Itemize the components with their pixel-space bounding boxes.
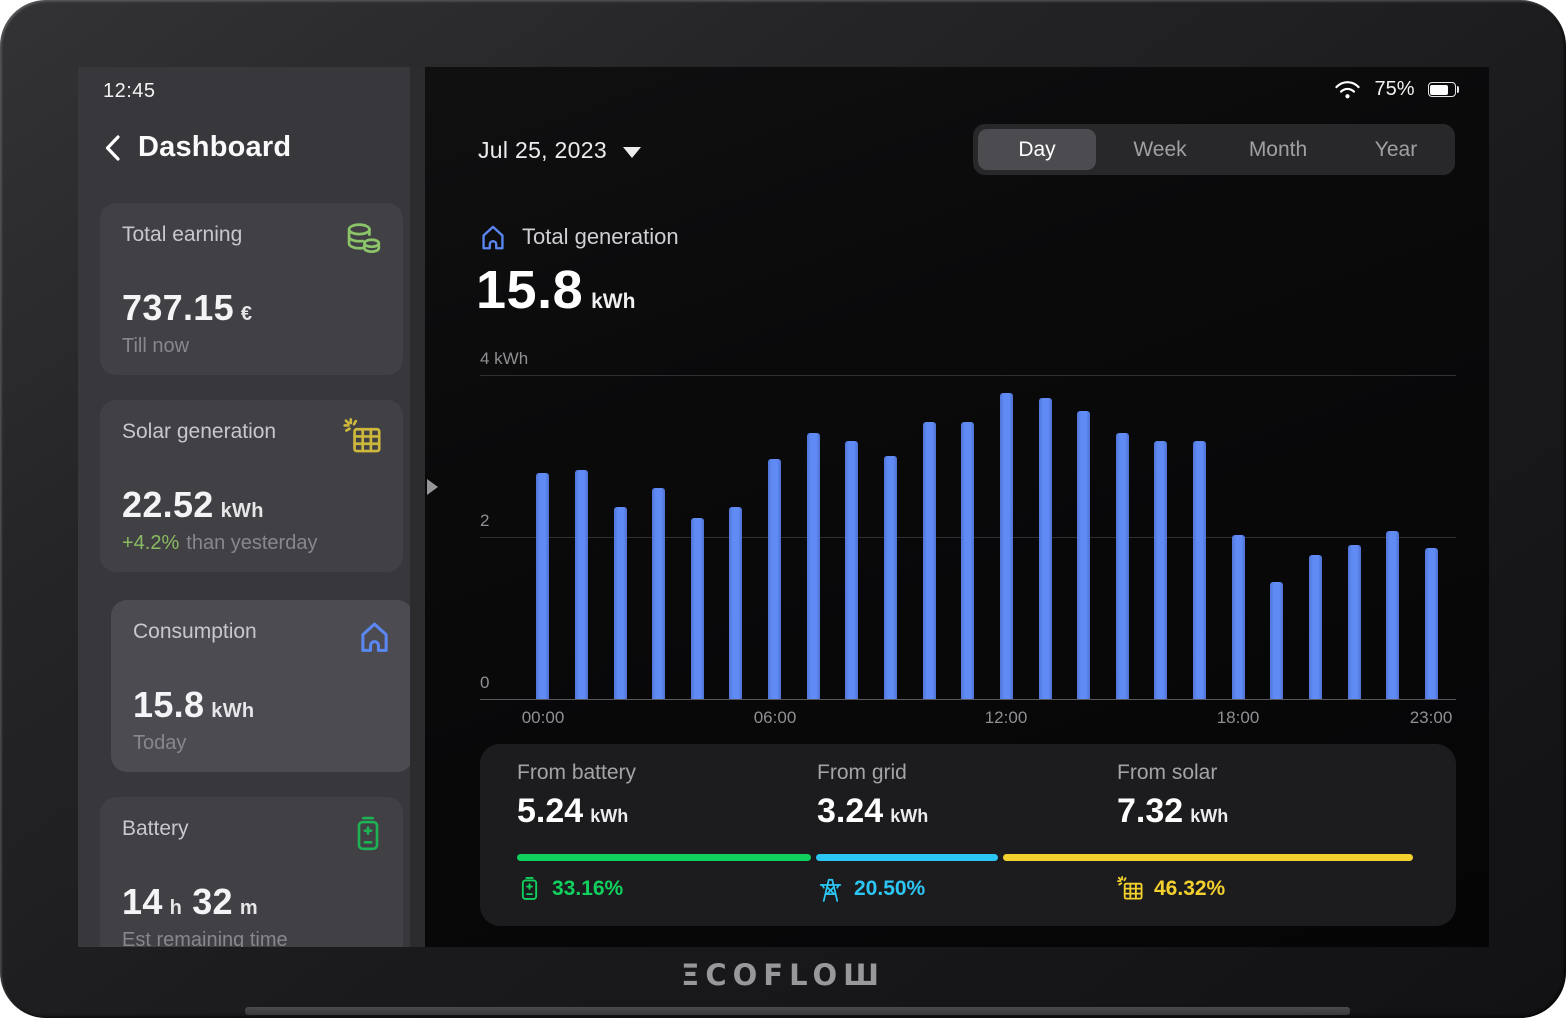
x-tick: 06:00 xyxy=(753,708,797,727)
chart-bar xyxy=(1424,548,1438,699)
sidebar-gutter xyxy=(410,67,425,947)
house-icon xyxy=(356,618,393,655)
chart-bar xyxy=(961,422,975,699)
chart-bar xyxy=(690,518,704,699)
battery-icon xyxy=(353,815,383,853)
chart-bar xyxy=(768,459,781,699)
card-label: Total earning xyxy=(122,223,243,246)
chart-bar xyxy=(613,507,627,699)
card-label: Battery xyxy=(122,817,189,840)
chart-bar xyxy=(536,473,550,699)
delta-badge: +4.2% xyxy=(122,532,180,554)
card-subtext: Today xyxy=(133,732,187,754)
generation-bar-chart: 4 kWh 2 0 00:00 06:00 12:00 18:00 23:00 xyxy=(480,349,1456,727)
generation-label: Total generation xyxy=(522,224,679,249)
tab-week[interactable]: Week xyxy=(1133,137,1187,161)
chart-bar xyxy=(1038,398,1052,699)
tab-month[interactable]: Month xyxy=(1248,137,1308,161)
chevron-left-icon xyxy=(105,134,120,161)
status-time: 12:45 xyxy=(103,80,156,102)
card-subtext: +4.2% than yesterday xyxy=(122,532,318,554)
ecoflow-logo: ΞCOFLOШ xyxy=(681,958,885,992)
sidebar: 12:45 Dashboard Total earning xyxy=(78,67,413,947)
card-battery[interactable]: Battery 14 h 32 m xyxy=(100,797,403,947)
generation-value: 15.8 kWh xyxy=(476,260,636,320)
tab-year[interactable]: Year xyxy=(1374,137,1418,161)
chart-bar xyxy=(1115,433,1129,699)
summary-percent-0: 33.16% xyxy=(552,876,624,900)
card-subtext: Est remaining time xyxy=(122,929,288,947)
summary-bar-segment-2 xyxy=(1002,854,1414,861)
solar-panel-icon xyxy=(343,418,383,456)
chart-bar xyxy=(1309,555,1322,699)
tab-day[interactable]: Day xyxy=(978,129,1096,170)
screen: 12:45 Dashboard Total earning xyxy=(78,67,1489,947)
y-tick-4: 4 kWh xyxy=(480,349,529,368)
summary-bar-segment-0 xyxy=(517,854,811,861)
range-tab-group: Day Week Month Year xyxy=(973,124,1455,175)
card-subtext: Till now xyxy=(122,335,190,357)
battery-status-icon xyxy=(1427,82,1459,97)
card-total-earning[interactable]: Total earning xyxy=(100,203,403,375)
chart-bar xyxy=(884,456,897,699)
solar-panel-icon xyxy=(1117,876,1143,900)
card-label: Consumption xyxy=(133,620,257,643)
chart-bar xyxy=(922,422,936,699)
back-button[interactable]: Dashboard xyxy=(102,131,291,164)
device-stand xyxy=(245,1007,1350,1015)
chart-bar xyxy=(845,441,859,699)
date-label: Jul 25, 2023 xyxy=(478,137,607,163)
y-tick-0: 0 xyxy=(480,673,490,692)
chart-bar xyxy=(652,488,666,699)
house-icon xyxy=(482,225,504,250)
summary-bar-segment-1 xyxy=(815,854,998,861)
sidebar-expand-handle[interactable] xyxy=(427,479,438,495)
chart-bar xyxy=(1154,441,1168,699)
card-label: Solar generation xyxy=(122,420,277,443)
summary-percent-1: 20.50% xyxy=(854,877,926,900)
gridline-4kwh xyxy=(480,375,1456,376)
status-bar-right: 75% xyxy=(1334,78,1459,101)
source-summary-card: From battery 5.24 kWh From grid 3.24 kWh F… xyxy=(480,744,1456,926)
chart-bar xyxy=(1193,441,1207,699)
chart-bar xyxy=(1270,582,1284,699)
x-tick: 18:00 xyxy=(1216,708,1260,727)
grid-tower-icon xyxy=(819,878,842,902)
x-tick: 00:00 xyxy=(521,708,565,727)
card-value: 14 h 32 m xyxy=(122,881,258,922)
summary-from-solar: From solar 7.32 kWh xyxy=(1117,761,1229,830)
caret-down-icon xyxy=(622,146,641,158)
wifi-icon xyxy=(1335,81,1361,99)
page-title: Dashboard xyxy=(138,131,292,163)
chart-bars xyxy=(480,375,1456,700)
chart-bar xyxy=(1386,531,1400,699)
card-value: 22.52 kWh xyxy=(122,484,264,525)
summary-from-battery: From battery 5.24 kWh xyxy=(517,761,637,830)
date-picker[interactable]: Jul 25, 2023 xyxy=(478,137,641,164)
chart-bar xyxy=(729,507,743,699)
card-consumption[interactable]: Consumption 15.8 kWh Today xyxy=(111,600,413,772)
card-solar-generation[interactable]: Solar generation 22.52 kWh xyxy=(100,400,403,572)
chart-bar xyxy=(1347,545,1361,699)
summary-from-grid: From grid 3.24 kWh xyxy=(817,761,929,830)
card-value: 15.8 kWh xyxy=(133,684,255,725)
chart-bar xyxy=(1077,411,1091,699)
chart-bar xyxy=(806,433,820,699)
x-axis-line xyxy=(480,698,1456,700)
x-tick: 23:00 xyxy=(1409,708,1453,727)
summary-percent-2: 46.32% xyxy=(1154,877,1226,900)
x-tick: 12:00 xyxy=(984,708,1028,727)
source-ratio-bar xyxy=(517,854,1414,861)
battery-icon xyxy=(521,877,538,900)
generation-header: Total generation xyxy=(478,222,679,252)
card-value: 737.15 € xyxy=(122,287,253,328)
chart-bar xyxy=(1231,535,1245,699)
chart-bar xyxy=(999,393,1013,699)
y-tick-2: 2 xyxy=(480,511,490,530)
chart-bar xyxy=(574,470,588,699)
battery-percent-label: 75% xyxy=(1374,78,1415,100)
coins-icon xyxy=(345,221,383,259)
